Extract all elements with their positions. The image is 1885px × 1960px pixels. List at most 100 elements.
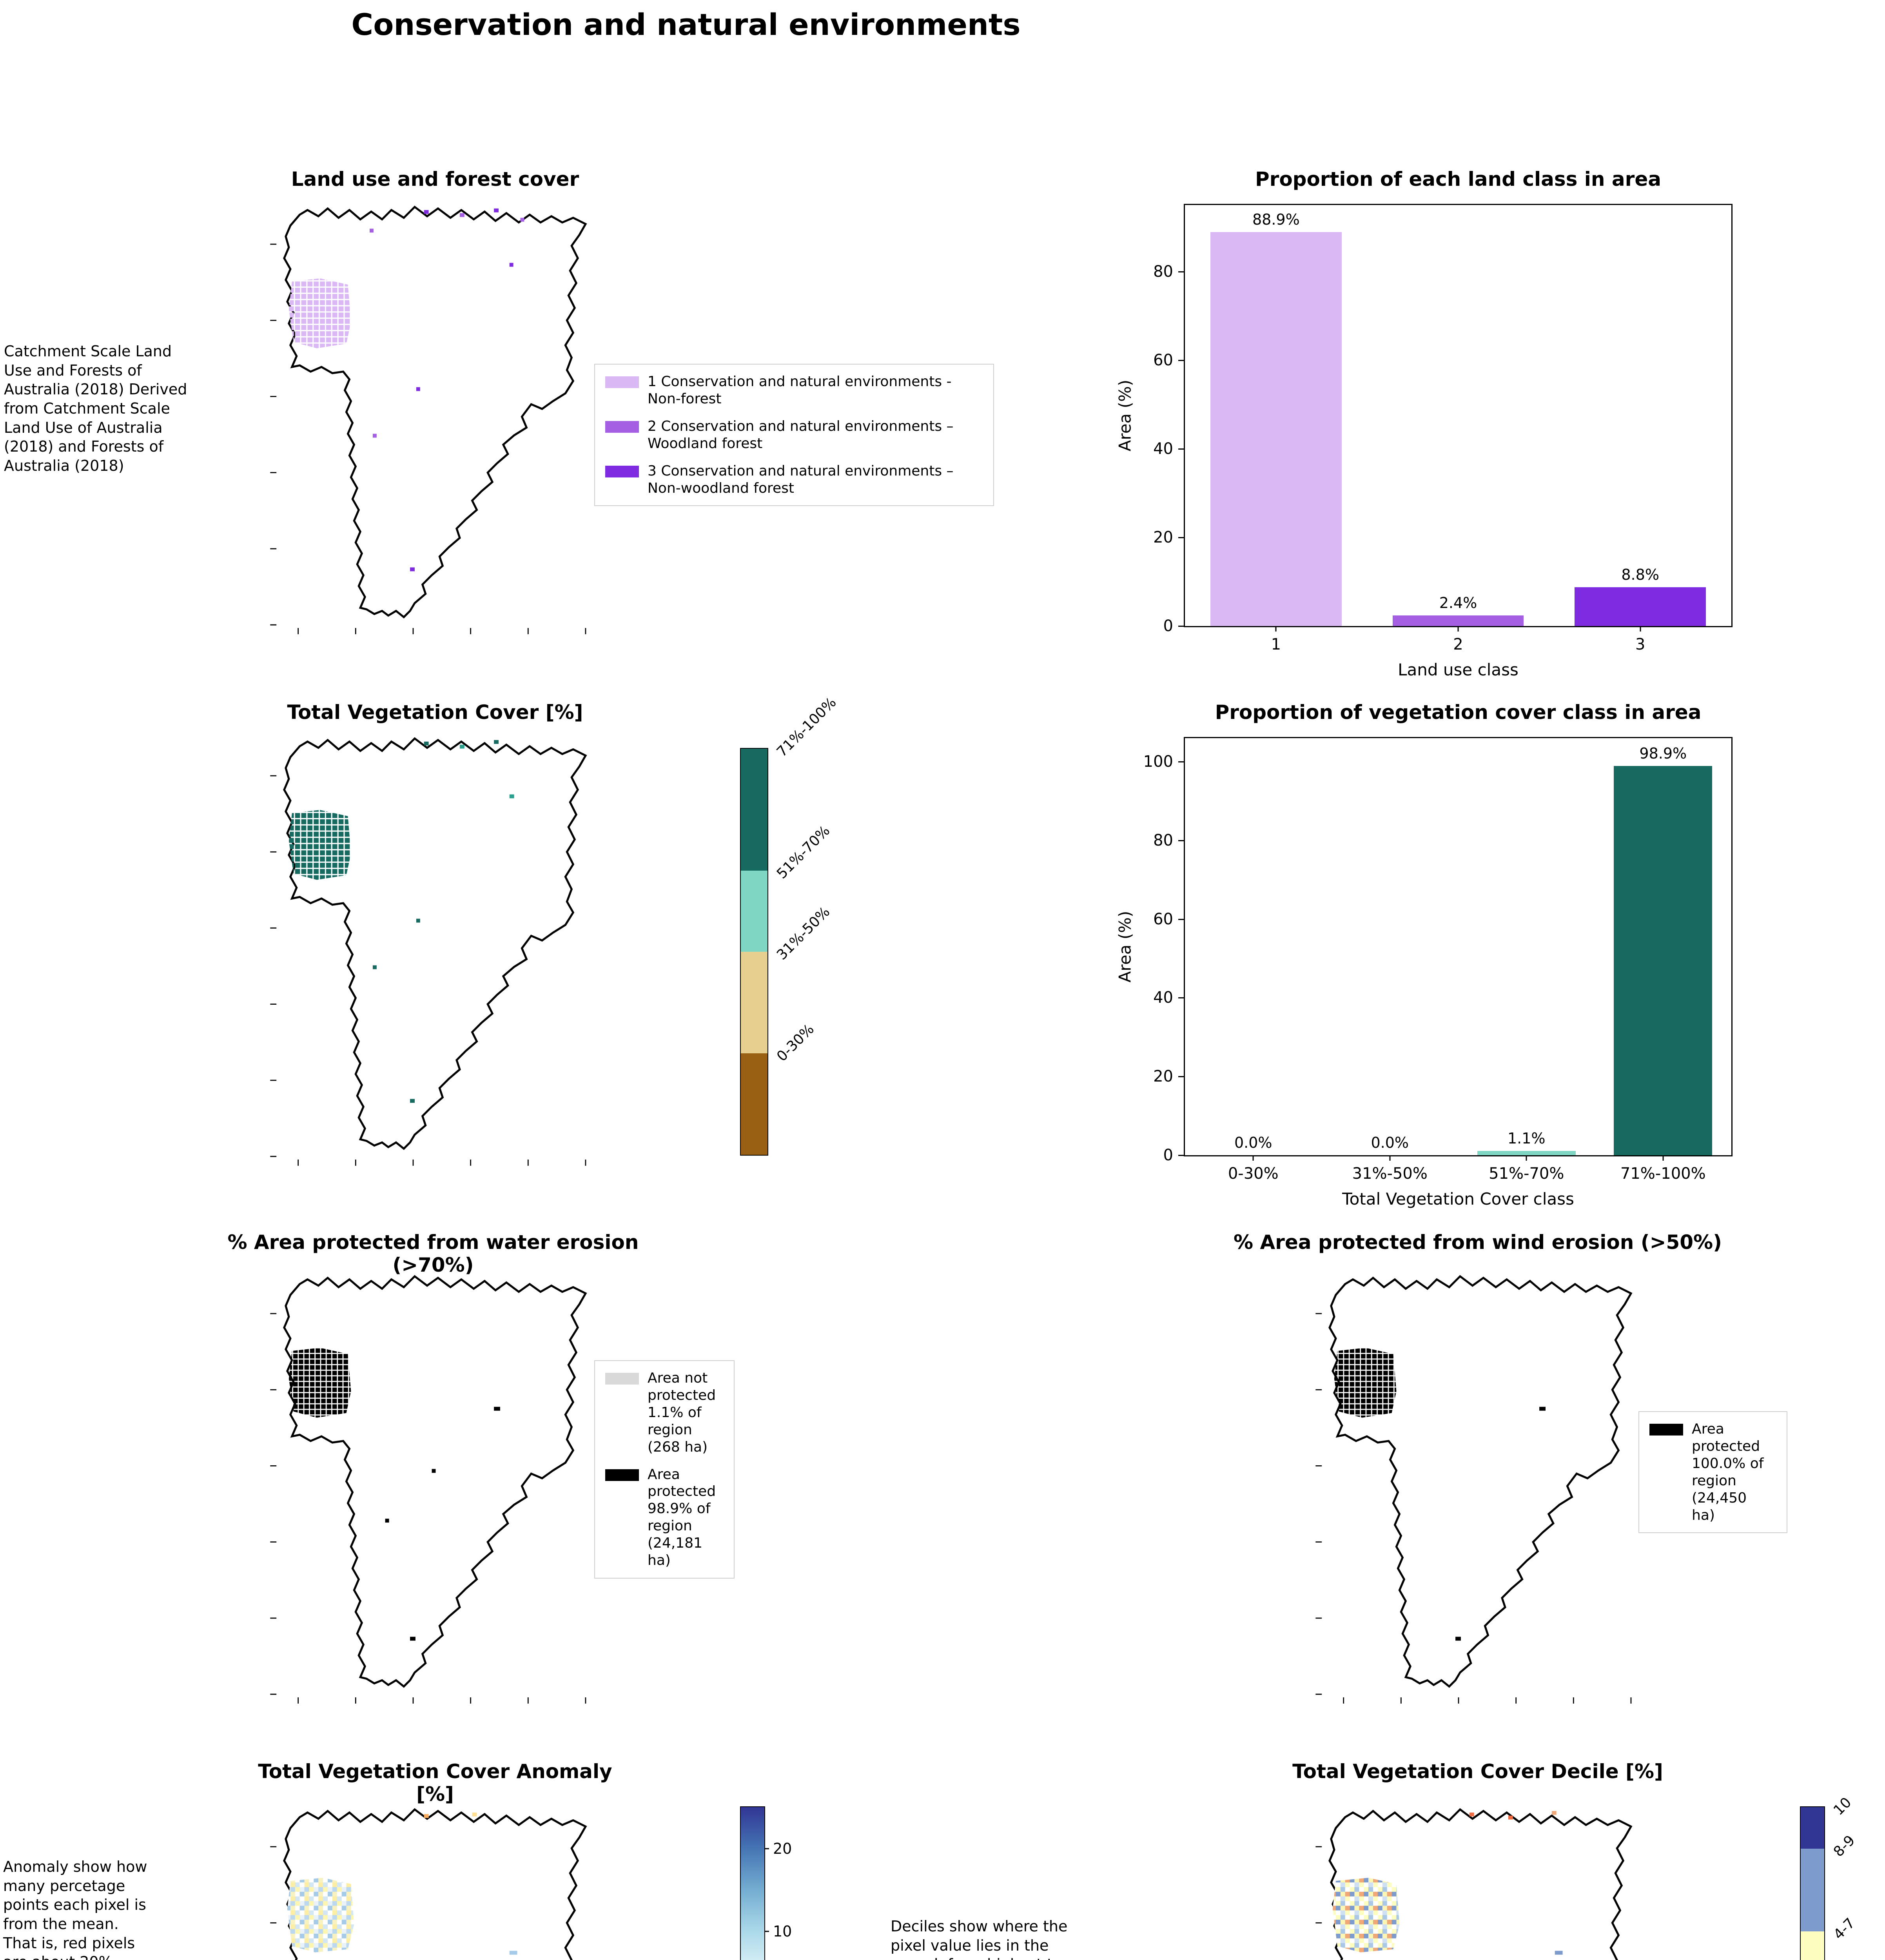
wind-raster-specks [1455, 1406, 1546, 1641]
veg-raster-patch [288, 810, 351, 880]
land-use-legend: 1 Conservation and natural environments … [594, 364, 994, 506]
y-tick [1178, 271, 1184, 272]
bar-value-label: 0.0% [1234, 1134, 1272, 1151]
bar-value-label: 0.0% [1371, 1134, 1409, 1151]
anomaly-colorbar: 20100−10−20 [740, 1806, 792, 1960]
veg-class-plot-area: 0 20 40 60 80 100 0.0% 0-30% 0.0% 31%-50% 1.1% 51%-… [1143, 737, 1733, 1183]
bar [1477, 1151, 1576, 1155]
y-axis-label: Area (%) [1115, 379, 1135, 452]
decile-colorbar: 108-94-72-31 [1800, 1795, 1858, 1960]
bar-value-label: 1.1% [1507, 1129, 1546, 1147]
colorbar-tick-label: 10 [773, 1922, 792, 1940]
x-tick-label: 31%-50% [1352, 1165, 1428, 1183]
y-tick-label: 100 [1143, 753, 1173, 771]
anomaly-title: Total Vegetation Cover Anomaly [%] [258, 1760, 612, 1806]
y-tick [1178, 448, 1184, 450]
colorbar-tick-label: 0-30% [774, 1021, 817, 1065]
land-use-raster-patch [288, 278, 351, 348]
legend-swatch [605, 465, 639, 477]
legend-label: 2 Conservation and natural environments … [648, 418, 954, 452]
y-tick [1178, 626, 1184, 627]
bar [1392, 615, 1524, 626]
y-tick [1178, 1155, 1184, 1156]
decile-raster-specks [1469, 1811, 1563, 1955]
veg-cover-colorbar: 71%-100% 51%-70% 31%-50% 0-30% [740, 694, 840, 1156]
legend-entry: 2 Conservation and natural environments … [605, 418, 983, 452]
colorbar-tick-label: 4-7 [1831, 1915, 1858, 1943]
legend-label: Area not protected 1.1% of region (268 h… [648, 1370, 716, 1455]
water-erosion-map [269, 1270, 592, 1704]
x-tick [1275, 626, 1277, 632]
veg-raster-specks [372, 740, 514, 1103]
x-tick-label: 1 [1271, 635, 1281, 653]
anomaly-raster-specks [424, 1812, 517, 1955]
legend-entry: Area protected 100.0% of region (24,450 … [1649, 1421, 1776, 1524]
bar [1614, 766, 1713, 1155]
legend-swatch [605, 1373, 639, 1385]
x-axis-label: Land use class [1398, 660, 1519, 679]
veg-class-chart: Area (%) 0 20 40 60 80 100 0.0% 0-30% 0.0% 31%-50… [1116, 737, 1733, 1209]
bar-value-label: 88.9% [1252, 211, 1300, 228]
y-tick-label: 0 [1163, 1146, 1173, 1164]
y-tick-label: 40 [1153, 989, 1173, 1007]
colorbar-segment [741, 1053, 767, 1155]
legend-label: 1 Conservation and natural environments … [648, 374, 952, 407]
catchment-boundary [284, 207, 586, 617]
page-title: Conservation and natural environments [351, 7, 1021, 42]
anomaly-raster-patch [287, 1878, 354, 1953]
catchment-boundary [284, 739, 586, 1149]
colorbar-tick-label: 31%-50% [774, 904, 833, 963]
y-tick [1178, 918, 1184, 920]
veg-cover-map-title: Total Vegetation Cover [%] [287, 701, 583, 724]
land-class-chart: Area (%) 0 20 40 60 80 88.9% 1 2.4% 2 8.8% 3 Land … [1116, 204, 1733, 679]
legend-label: Area protected 98.9% of region (24,181 h… [648, 1466, 716, 1569]
water-raster-specks [385, 1406, 500, 1641]
x-axis-label: Total Vegetation Cover class [1342, 1189, 1574, 1209]
land-class-chart-title: Proportion of each land class in area [1255, 168, 1661, 191]
decile-title: Total Vegetation Cover Decile [%] [1292, 1760, 1663, 1783]
catchment-boundary [1330, 1276, 1631, 1686]
y-tick-label: 0 [1163, 617, 1173, 635]
y-tick [1178, 761, 1184, 763]
legend-swatch [1649, 1424, 1683, 1436]
x-tick-label: 0-30% [1228, 1165, 1279, 1183]
colorbar-segment [741, 951, 767, 1053]
catchment-boundary [284, 1276, 586, 1686]
colorbar-segment [1801, 1807, 1824, 1849]
anomaly-map [269, 1803, 592, 1960]
land-use-side-note: Catchment Scale Land Use and Forests of … [4, 343, 187, 474]
y-tick [1178, 1076, 1184, 1078]
colorbar-segment [1801, 1931, 1824, 1960]
x-tick [1662, 1155, 1664, 1161]
legend-entry: 3 Conservation and natural environments … [605, 463, 983, 497]
y-tick-label: 60 [1153, 910, 1173, 928]
bar [1210, 232, 1342, 626]
y-tick-label: 80 [1153, 831, 1173, 849]
colorbar-segment [741, 749, 767, 871]
colorbar-tick-label: 10 [1831, 1794, 1855, 1818]
x-tick-label: 2 [1453, 635, 1463, 653]
legend-entry: Area not protected 1.1% of region (268 h… [605, 1370, 724, 1456]
legend-swatch [605, 376, 639, 388]
legend-label: Area protected 100.0% of region (24,450 … [1692, 1421, 1764, 1523]
decile-map [1315, 1803, 1637, 1960]
decile-raster-patch [1332, 1878, 1400, 1953]
land-use-map [269, 201, 592, 635]
legend-swatch [605, 421, 639, 433]
bar-value-label: 8.8% [1621, 566, 1659, 583]
bar-value-label: 2.4% [1439, 594, 1477, 612]
y-tick [1178, 997, 1184, 999]
y-tick-label: 20 [1153, 528, 1173, 546]
x-tick-label: 71%-100% [1620, 1165, 1706, 1183]
x-tick-label: 51%-70% [1489, 1165, 1564, 1183]
colorbar-tick-label: 71%-100% [774, 694, 840, 760]
wind-protected-patch [1334, 1348, 1397, 1418]
y-axis-label: Area (%) [1115, 911, 1135, 983]
colorbar-segment [1801, 1848, 1824, 1931]
colorbar-segment [741, 870, 767, 952]
bar [1575, 587, 1706, 626]
y-tick-label: 40 [1153, 439, 1173, 458]
colorbar-tick [764, 1848, 769, 1849]
veg-class-chart-title: Proportion of vegetation cover class in … [1215, 701, 1702, 724]
